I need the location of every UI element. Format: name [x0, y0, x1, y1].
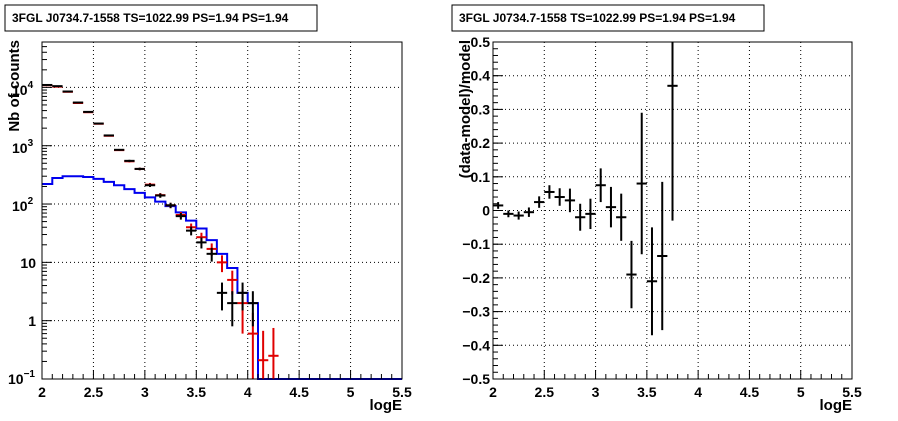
right-ytick-label: −0.2 — [462, 270, 490, 286]
right-xtick-label: 4.5 — [740, 384, 760, 400]
left-axis-ticks — [41, 41, 403, 380]
left-x-tick-labels: 2 2.5 3 3.5 4 4.5 5 5.5 — [38, 384, 412, 400]
left-x-axis-title: logE — [370, 397, 403, 414]
right-y-axis-title: (data-model)/model — [457, 40, 474, 178]
left-ytick-label: 10−1 — [8, 369, 35, 387]
right-ytick-label: −0.3 — [462, 304, 490, 320]
right-ytick-label: 0.2 — [471, 135, 491, 151]
left-chart-title: 3FGL J0734.7-1558 TS=1022.99 PS=1.94 PS=… — [12, 11, 289, 25]
left-data-points — [42, 83, 258, 327]
right-x-axis-title: logE — [820, 397, 853, 414]
left-xtick-label: 5 — [347, 384, 355, 400]
right-ytick-label: 0.5 — [471, 34, 491, 50]
right-xtick-label: 5.5 — [842, 384, 862, 400]
left-xtick-label: 3 — [141, 384, 149, 400]
right-ytick-label: −0.1 — [462, 236, 490, 252]
left-gridlines — [41, 42, 403, 380]
left-model-points — [42, 84, 279, 379]
right-ytick-label: 0.4 — [471, 68, 491, 84]
left-xtick-label: 4 — [244, 384, 252, 400]
left-xtick-label: 4.5 — [289, 384, 309, 400]
right-ytick-label: 0.1 — [471, 169, 491, 185]
right-y-tick-labels: 0.5 0.4 0.3 0.2 0.1 0 −0.1 −0.2 −0.3 −0.4 −0.5 — [462, 34, 490, 387]
right-xtick-label: 5 — [797, 384, 805, 400]
right-axis-ticks — [492, 41, 853, 380]
right-xtick-label: 2 — [489, 384, 497, 400]
right-ytick-label: −0.4 — [462, 337, 490, 353]
left-plot-frame — [41, 41, 403, 380]
left-xtick-label: 2.5 — [84, 384, 104, 400]
right-xtick-label: 4 — [694, 384, 702, 400]
left-y-axis-title: Nb of counts — [6, 40, 23, 132]
right-xtick-label: 3 — [592, 384, 600, 400]
right-title-box — [451, 4, 765, 32]
left-title-box — [4, 4, 318, 32]
left-ytick-label: 10 — [20, 255, 36, 271]
left-ytick-label: 103 — [12, 138, 34, 156]
model-source-histogram-line — [42, 175, 402, 380]
right-x-tick-labels: 2 2.5 3 3.5 4 4.5 5 5.5 — [489, 384, 862, 400]
right-ytick-label: 0 — [482, 203, 490, 219]
right-chart-title: 3FGL J0734.7-1558 TS=1022.99 PS=1.94 PS=… — [459, 11, 736, 25]
right-residual-points — [493, 42, 678, 336]
right-panel: 3FGL J0734.7-1558 TS=1022.99 PS=1.94 PS=… — [451, 4, 862, 414]
left-model-source-histogram — [42, 175, 402, 380]
left-panel: 3FGL J0734.7-1558 TS=1022.99 PS=1.94 PS=… — [4, 4, 412, 414]
left-xtick-label: 2 — [38, 384, 46, 400]
left-ytick-label: 1 — [28, 313, 36, 329]
right-ytick-label: −0.5 — [462, 371, 490, 387]
right-xtick-label: 3.5 — [637, 384, 657, 400]
right-xtick-label: 2.5 — [535, 384, 555, 400]
left-ytick-label: 102 — [12, 196, 34, 214]
left-xtick-label: 5.5 — [392, 384, 412, 400]
right-ytick-label: 0.3 — [471, 101, 491, 117]
left-xtick-label: 3.5 — [187, 384, 207, 400]
